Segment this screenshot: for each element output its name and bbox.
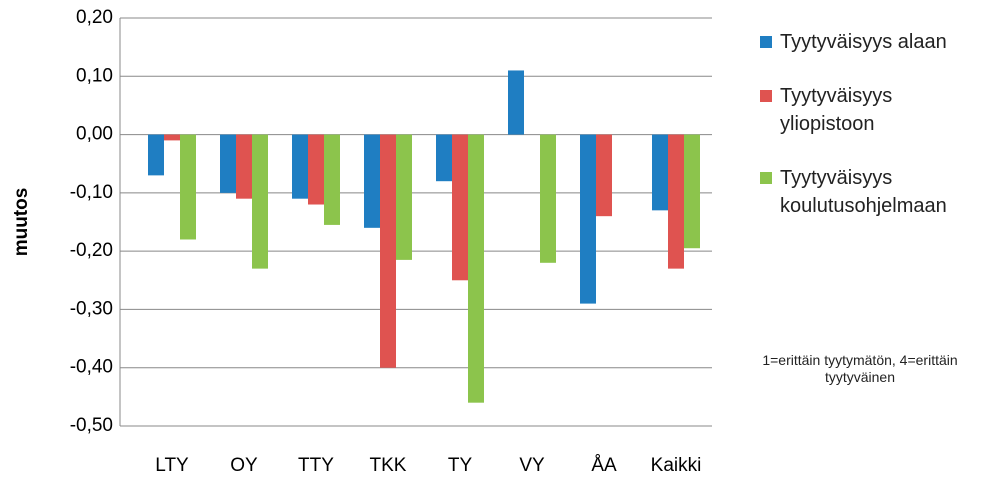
legend-swatch [760,90,772,102]
legend-label: Tyytyväisyys alaan [780,31,947,53]
x-tick-label: OY [230,455,258,476]
bar [180,134,196,240]
y-tick-label: -0,20 [70,240,113,261]
y-tick-label: -0,30 [70,298,113,319]
y-tick-label: -0,10 [70,182,113,203]
bar [508,70,524,135]
y-tick-label: -0,40 [70,357,113,378]
bar [236,134,252,199]
legend-swatch [760,172,772,184]
annotation: 1=erittäin tyytymätön, 4=erittäin tyytyv… [762,352,958,385]
y-tick-label: 0,10 [76,65,113,86]
bar [540,134,556,263]
bar [308,134,324,205]
bar [292,134,308,199]
y-tick-label: 0,20 [76,7,113,28]
bar [452,134,468,281]
bar [468,134,484,403]
bar [252,134,268,269]
bar [164,134,180,141]
y-tick-label: 0,00 [76,124,113,145]
legend-swatch [760,36,772,48]
bar [668,134,684,269]
legend-item: Tyytyväisyys alaan [760,28,985,56]
bar [220,134,236,193]
x-tick-label: Kaikki [651,455,702,476]
bar [436,134,452,182]
legend-label: Tyytyväisyys yliopistoon [780,85,893,135]
bar [380,134,396,368]
x-tick-label: LTY [155,455,189,476]
y-tick-label: -0,50 [70,415,113,436]
legend: Tyytyväisyys alaan Tyytyväisyys yliopisto… [760,28,985,246]
legend-item: Tyytyväisyys yliopistoon [760,82,985,138]
bar [596,134,612,217]
x-tick-label: TTY [298,455,334,476]
bar [324,134,340,225]
bar [580,134,596,304]
x-tick-label: VY [519,455,545,476]
x-tick-label: TKK [370,455,407,476]
y-axis-label: muutos [11,188,32,257]
bar [396,134,412,260]
bar [652,134,668,211]
bar [148,134,164,176]
bar [364,134,380,228]
x-tick-label: TY [448,455,473,476]
x-tick-label: ÅA [591,455,617,476]
legend-label: Tyytyväisyys koulutusohjelmaan [780,167,947,217]
bar [684,134,700,249]
chart: muutos 0,20 0,10 0,00 -0,10 -0,20 -0,30 -0,40 -… [11,7,712,476]
legend-item: Tyytyväisyys koulutusohjelmaan [760,164,985,220]
